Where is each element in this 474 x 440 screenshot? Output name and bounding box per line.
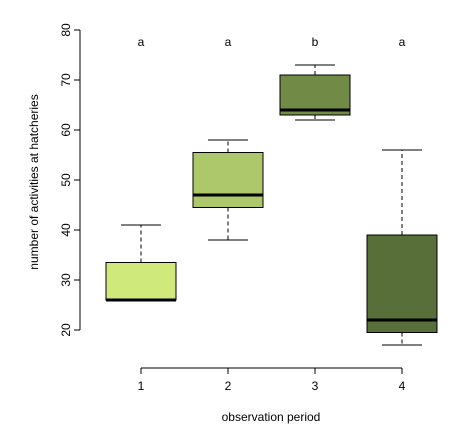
x-tick-label: 2 <box>225 379 232 393</box>
y-tick-label: 50 <box>59 173 73 187</box>
y-tick-label: 60 <box>59 123 73 137</box>
y-tick-label: 30 <box>59 273 73 287</box>
x-tick-label: 3 <box>312 379 319 393</box>
box <box>279 74 351 116</box>
box-group-2 <box>192 139 264 241</box>
box <box>192 152 264 208</box>
y-tick-label: 20 <box>59 323 73 337</box>
group-letter: b <box>312 35 319 49</box>
box-group-4 <box>366 149 438 346</box>
box-group-3 <box>279 64 351 121</box>
x-tick-label: 1 <box>138 379 145 393</box>
y-tick-label: 40 <box>59 223 73 237</box>
x-tick-label: 4 <box>399 379 406 393</box>
y-axis: 20 30 40 50 60 70 80 <box>59 23 81 337</box>
group-letter: a <box>225 35 232 49</box>
box-group-1 <box>105 224 177 302</box>
box <box>366 234 438 333</box>
group-letter: a <box>138 35 145 49</box>
y-tick-label: 70 <box>59 73 73 87</box>
box <box>105 262 177 301</box>
x-axis-title: observation period <box>222 410 321 424</box>
y-axis-title: number of activities at hatcheries <box>27 94 41 269</box>
group-letter: a <box>399 35 406 49</box>
boxes <box>105 64 438 346</box>
x-axis: 1 2 3 4 <box>138 367 406 393</box>
y-tick-label: 80 <box>59 23 73 37</box>
